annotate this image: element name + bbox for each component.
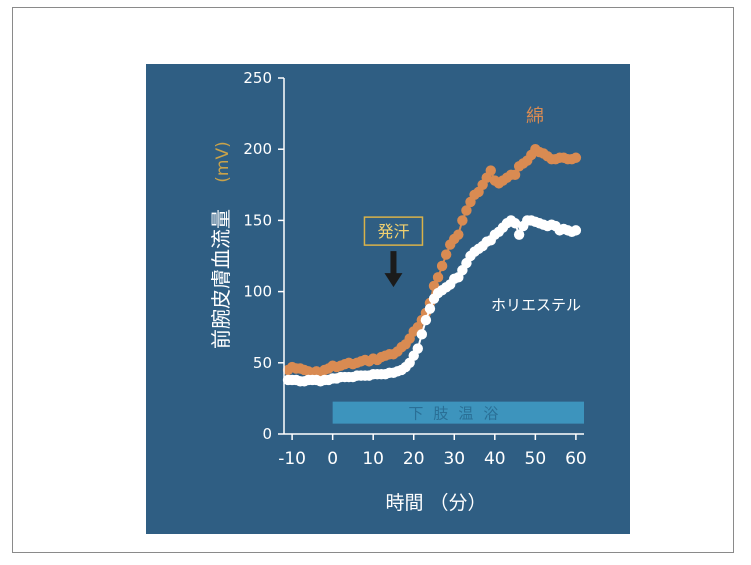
y-tick-label: 50 xyxy=(253,354,272,372)
chart-svg: 下肢温浴 0 50 100 150 200 250 -10 0 10 20 30 40 50 60 綿 ホ… xyxy=(209,69,587,514)
data-point xyxy=(424,303,436,314)
figure-frame: 下肢温浴 0 50 100 150 200 250 -10 0 10 20 30 40 50 60 綿 ホ… xyxy=(12,7,734,553)
y-tick-label: 100 xyxy=(243,283,272,301)
data-point xyxy=(485,165,496,176)
x-tick-label: -10 xyxy=(278,449,306,469)
data-point xyxy=(416,329,428,340)
x-tick-label: 40 xyxy=(484,449,506,469)
data-point xyxy=(570,225,582,236)
series-label-polyester: ホリエステル xyxy=(491,296,581,314)
x-tick-label: 60 xyxy=(565,449,587,469)
data-point xyxy=(436,260,448,272)
y-axis-unit: (mV) xyxy=(213,141,233,182)
y-tick-label: 250 xyxy=(243,69,272,87)
series-line-0 xyxy=(287,147,577,374)
heating-band-label: 下肢温浴 xyxy=(408,405,508,423)
data-point xyxy=(509,169,521,181)
sweat-arrow-shaft xyxy=(390,251,397,276)
sweat-callout-box xyxy=(363,216,424,246)
chart-panel: 下肢温浴 0 50 100 150 200 250 -10 0 10 20 30 40 50 60 綿 ホ… xyxy=(146,64,630,534)
data-point xyxy=(420,314,432,326)
sweat-callout-label: 発汗 xyxy=(377,222,409,241)
sweat-arrow-head xyxy=(384,273,403,288)
x-tick-label: 50 xyxy=(525,449,547,469)
data-point xyxy=(453,229,464,240)
data-point xyxy=(432,272,444,283)
data-point xyxy=(509,218,521,229)
y-tick-label: 150 xyxy=(243,211,272,229)
series-label-cotton: 綿 xyxy=(526,106,544,127)
data-point xyxy=(440,249,452,260)
data-point xyxy=(513,229,525,240)
data-point xyxy=(570,152,582,163)
x-tick-label: 10 xyxy=(362,449,384,469)
y-tick-label: 0 xyxy=(262,425,272,443)
data-point xyxy=(461,205,472,216)
data-point xyxy=(457,215,468,226)
x-tick-label: 0 xyxy=(327,449,338,469)
x-tick-label: 30 xyxy=(443,449,465,469)
x-axis-label: 時間 （分） xyxy=(385,492,486,514)
y-axis-label: 前腕皮膚血流量 xyxy=(209,209,233,349)
heating-band xyxy=(332,401,584,424)
x-tick-label: 20 xyxy=(403,449,425,469)
y-tick-label: 200 xyxy=(243,140,272,158)
data-point xyxy=(412,343,423,354)
